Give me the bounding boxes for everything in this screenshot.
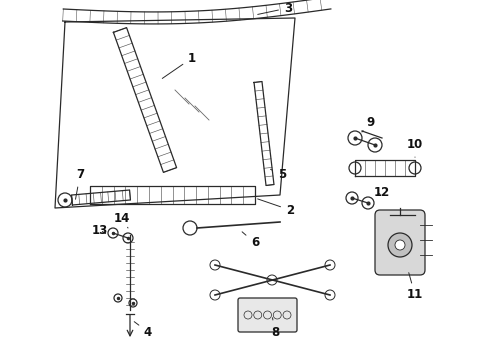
- Circle shape: [395, 240, 405, 250]
- Text: 14: 14: [114, 211, 130, 228]
- Text: 4: 4: [134, 322, 152, 338]
- Text: 5: 5: [270, 168, 286, 181]
- Text: 12: 12: [374, 185, 390, 198]
- Text: 11: 11: [407, 273, 423, 302]
- Text: 2: 2: [258, 199, 294, 216]
- Text: 9: 9: [362, 116, 374, 132]
- Text: 6: 6: [242, 232, 259, 249]
- Circle shape: [267, 275, 277, 285]
- Circle shape: [325, 260, 335, 270]
- Text: 13: 13: [92, 224, 108, 237]
- Circle shape: [210, 260, 220, 270]
- Circle shape: [325, 290, 335, 300]
- Text: 3: 3: [258, 1, 292, 14]
- Circle shape: [210, 290, 220, 300]
- Text: 8: 8: [271, 318, 279, 338]
- FancyBboxPatch shape: [375, 210, 425, 275]
- Text: 7: 7: [75, 168, 84, 199]
- Text: 1: 1: [162, 51, 196, 78]
- Text: 10: 10: [407, 139, 423, 157]
- FancyBboxPatch shape: [238, 298, 297, 332]
- Circle shape: [388, 233, 412, 257]
